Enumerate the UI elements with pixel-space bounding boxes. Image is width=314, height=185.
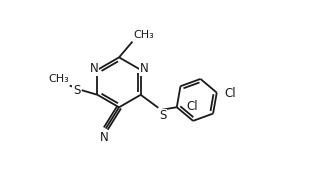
Text: CH₃: CH₃ <box>48 74 69 84</box>
Text: N: N <box>90 62 99 75</box>
Text: N: N <box>100 131 109 144</box>
Text: Cl: Cl <box>186 100 198 113</box>
Text: N: N <box>140 62 149 75</box>
Text: Cl: Cl <box>224 87 236 100</box>
Text: S: S <box>159 109 167 122</box>
Text: CH₃: CH₃ <box>133 30 154 40</box>
Text: S: S <box>73 84 80 97</box>
